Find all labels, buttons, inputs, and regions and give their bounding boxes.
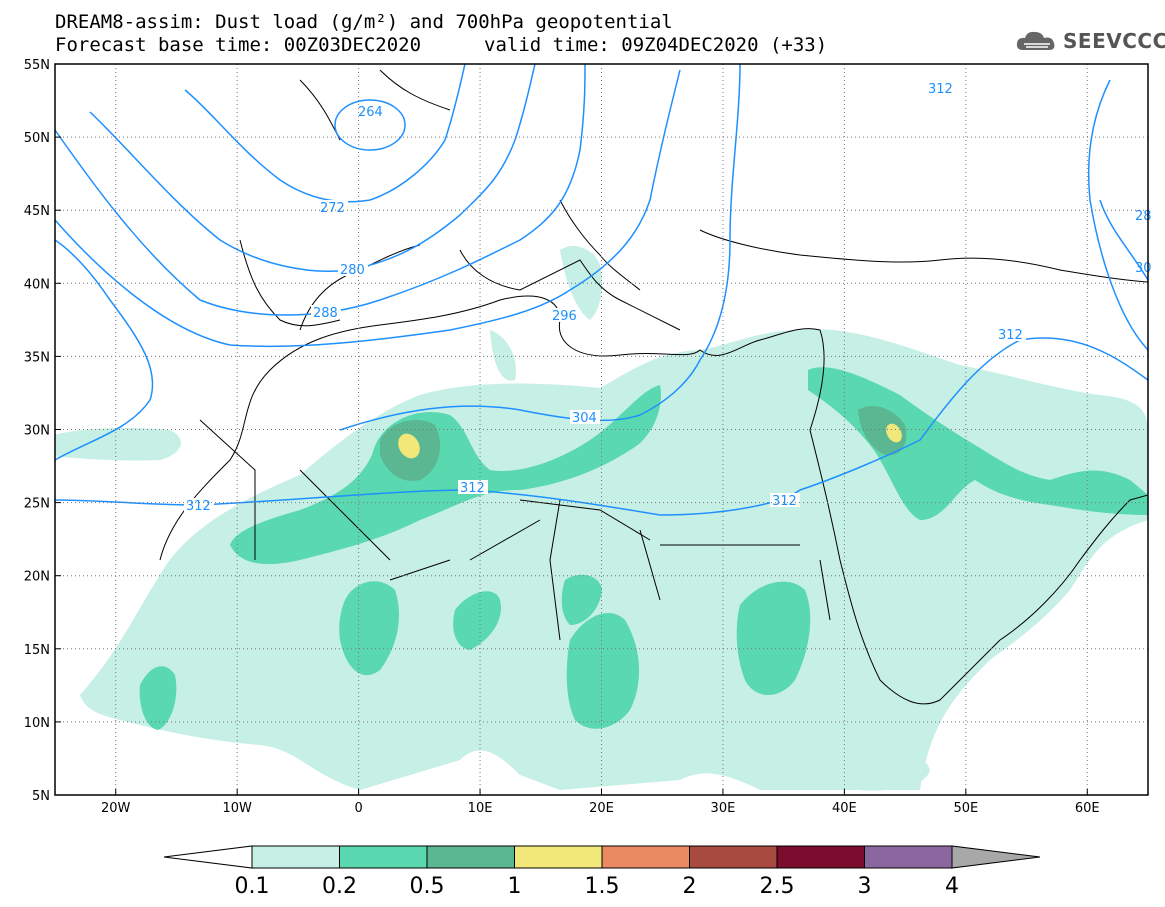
contour-label: 28 (1135, 209, 1152, 224)
lon-label: 60E (1075, 801, 1100, 816)
colorbar-box (864, 845, 953, 869)
logo-text: SEEVCCC (1063, 29, 1165, 53)
contour-label: 264 (358, 105, 383, 120)
latitude-labels: 55N 50N 45N 40N 35N 30N 25N 20N 15N 10N 5N (24, 58, 50, 804)
colorbar-label: 0.1 (235, 874, 270, 899)
lat-label: 40N (24, 277, 50, 292)
colorbar-label: 1 (508, 874, 522, 899)
colorbar-over-triangle (951, 845, 1041, 869)
lon-label: 0 (354, 801, 362, 816)
colorbar-label: 2.5 (760, 874, 795, 899)
contour-label: 288 (313, 306, 338, 321)
colorbar-label: 3 (858, 874, 872, 899)
contour-label: 280 (340, 263, 365, 278)
lon-label: 20W (101, 801, 131, 816)
forecast-base-time: Forecast base time: 00Z03DEC2020 (55, 34, 422, 56)
colorbar-box (251, 845, 340, 869)
valid-time: valid time: 09Z04DEC2020 (+33) (484, 34, 828, 56)
seevccc-logo: SEEVCCC (1015, 28, 1165, 54)
lat-label: 25N (24, 497, 50, 512)
contour-label: 272 (320, 201, 345, 216)
colorbar-label: 1.5 (585, 874, 620, 899)
lat-label: 45N (24, 204, 50, 219)
lon-label: 30E (711, 801, 736, 816)
colorbar-label: 4 (945, 874, 959, 899)
contour-label: 312 (772, 494, 797, 509)
contour-label: 296 (552, 309, 577, 324)
colorbar-label: 2 (683, 874, 697, 899)
dust-level-peak (398, 423, 902, 459)
contour-label: 312 (928, 82, 953, 97)
colorbar-box (426, 845, 515, 869)
colorbar-box (776, 845, 865, 869)
lat-label: 10N (24, 716, 50, 731)
longitude-labels: 20W 10W 0 10E 20E 30E 40E 50E 60E (101, 801, 1100, 816)
coastlines (159, 69, 1148, 705)
dust-level-mid (139, 367, 1148, 730)
colorbar-label: 0.2 (322, 874, 357, 899)
dust-field (55, 245, 1148, 791)
contour-label: 304 (572, 411, 597, 426)
map-title: DREAM8-assim: Dust load (g/m²) and 700hP… (55, 11, 673, 33)
lon-label: 40E (832, 801, 857, 816)
lat-label: 20N (24, 570, 50, 585)
geopotential-contours (55, 64, 1148, 516)
colorbar-label: 0.5 (410, 874, 445, 899)
lat-label: 5N (32, 789, 50, 804)
graticule (55, 63, 1148, 796)
contour-labels: 264 272 280 288 296 304 312 312 312 312 … (184, 82, 1152, 514)
lon-label: 20E (589, 801, 614, 816)
colorbar-box (514, 845, 603, 869)
lat-label: 15N (24, 643, 50, 658)
lat-label: 55N (24, 58, 50, 73)
colorbar-box (689, 845, 778, 869)
lat-label: 30N (24, 424, 50, 439)
colorbar-box (339, 845, 428, 869)
contour-label: 312 (460, 481, 485, 496)
lat-label: 35N (24, 350, 50, 365)
lon-label: 10W (222, 801, 252, 816)
contour-label: 312 (186, 499, 211, 514)
colorbar-box (601, 845, 690, 869)
contour-label: 30 (1135, 261, 1152, 276)
contour-label: 312 (998, 328, 1023, 343)
lon-label: 10E (468, 801, 493, 816)
colorbar-under-triangle (163, 845, 253, 869)
map-frame (54, 63, 1149, 796)
colorbar: 0.1 0.2 0.5 1 1.5 2 2.5 3 4 (163, 845, 1041, 899)
cloud-icon (1016, 31, 1055, 50)
lon-label: 50E (953, 801, 978, 816)
lat-label: 50N (24, 131, 50, 146)
